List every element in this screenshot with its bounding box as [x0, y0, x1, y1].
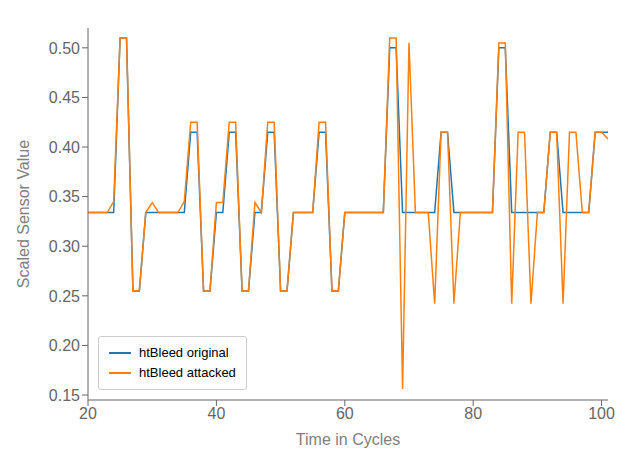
svg-text:60: 60	[336, 405, 354, 422]
svg-text:0.30: 0.30	[49, 238, 80, 255]
svg-text:0.45: 0.45	[49, 89, 80, 106]
svg-text:80: 80	[464, 405, 482, 422]
svg-text:0.35: 0.35	[49, 188, 80, 205]
svg-text:20: 20	[79, 405, 97, 422]
svg-text:Scaled Sensor Value: Scaled Sensor Value	[15, 140, 32, 288]
svg-text:0.50: 0.50	[49, 40, 80, 57]
svg-text:0.20: 0.20	[49, 337, 80, 354]
svg-text:0.25: 0.25	[49, 288, 80, 305]
svg-text:100: 100	[588, 405, 615, 422]
html-text:htBleed attacked: htBleed attacked	[139, 365, 236, 380]
svg-text:0.15: 0.15	[49, 387, 80, 404]
svg-text:Time in Cycles: Time in Cycles	[296, 431, 400, 448]
svg-text:40: 40	[207, 405, 225, 422]
svg-text:0.40: 0.40	[49, 139, 80, 156]
html-text:htBleed original: htBleed original	[139, 345, 229, 360]
